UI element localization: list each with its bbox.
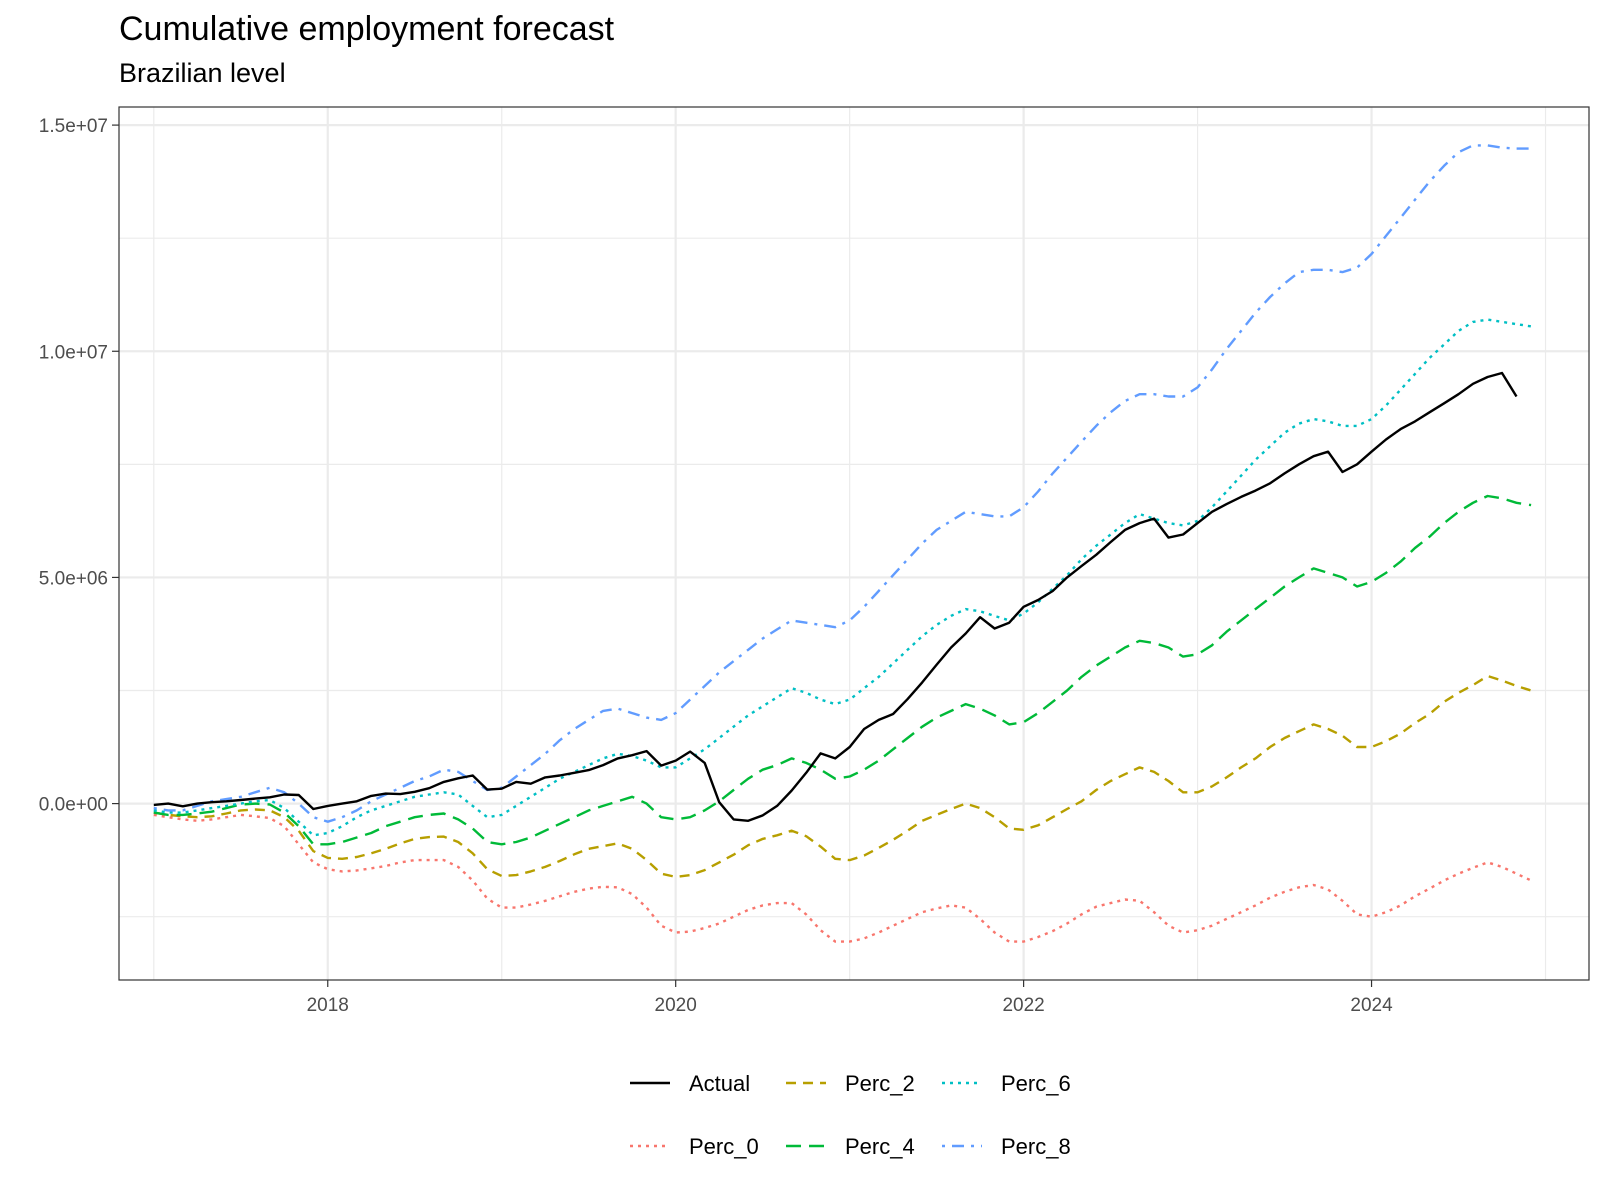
legend-label: Perc_4 [845,1134,915,1159]
minor-gridlines [119,107,1589,980]
series-line-perc-8 [153,144,1532,823]
x-tick-label: 2018 [307,995,349,1016]
major-gridlines [119,107,1589,980]
x-tick-label: 2024 [1350,995,1393,1016]
plot-panel-border [118,106,1590,981]
legend-label: Perc_2 [845,1071,915,1096]
x-tick-label: 2022 [1002,995,1044,1016]
y-tick-label: 1.0e+07 [39,342,108,363]
x-axis: 2018 2020 2022 2024 [307,980,1393,1016]
legend-label: Actual [689,1071,750,1096]
legend-label: Perc_8 [1001,1134,1071,1159]
legend-item-perc-0: Perc_0 [630,1134,759,1159]
y-tick-label: 0.0e+00 [39,795,108,816]
series-line-perc-2 [153,674,1532,879]
y-tick-label: 5.0e+06 [39,568,108,589]
y-tick-label: 1.5e+07 [39,116,108,137]
legend-item-actual: Actual [630,1071,750,1096]
series-lines [153,144,1532,943]
legend-item-perc-4: Perc_4 [786,1134,915,1159]
legend-label: Perc_6 [1001,1071,1071,1096]
legend: Actual Perc_2 Perc_6 Perc_0 Perc_4 Perc_8 [630,1071,1071,1159]
legend-item-perc-8: Perc_8 [942,1134,1071,1159]
series-line-perc-6 [153,318,1532,837]
series-line-perc-0 [153,813,1532,943]
legend-label: Perc_0 [689,1134,759,1159]
x-tick-label: 2020 [655,995,697,1016]
series-line-perc-4 [153,494,1532,846]
legend-item-perc-2: Perc_2 [786,1071,915,1096]
legend-item-perc-6: Perc_6 [942,1071,1071,1096]
series-line-actual [153,371,1518,822]
chart-title: Cumulative employment forecast [119,10,615,48]
chart-subtitle: Brazilian level [119,58,286,88]
y-axis: 0.0e+00 5.0e+06 1.0e+07 1.5e+07 [39,116,119,816]
